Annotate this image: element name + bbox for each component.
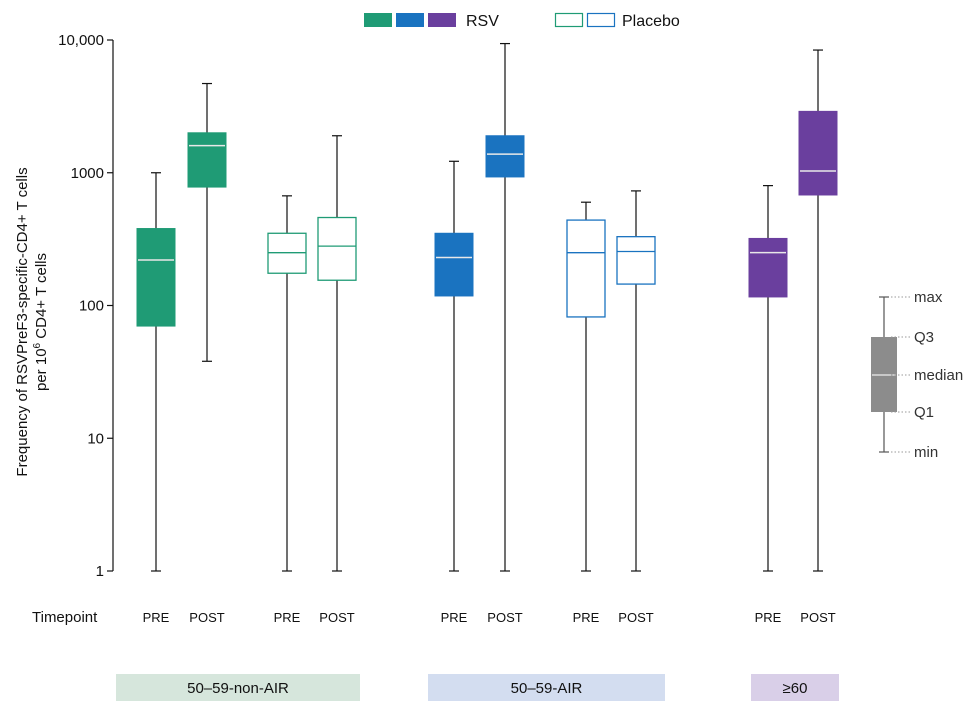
key-label-min: min — [914, 444, 938, 461]
box-series — [136, 42, 838, 572]
group-bands: 50–59-non-AIR 50–59-AIR ≥60 — [116, 674, 839, 701]
y-tick-label: 10,000 — [58, 32, 104, 49]
box-iqr — [136, 228, 176, 327]
timepoint-label: POST — [800, 610, 835, 625]
legend-rsv-swatch-purple — [428, 13, 456, 27]
timepoint-label: PRE — [573, 610, 600, 625]
group-band — [116, 674, 360, 701]
legend: RSV Placebo — [364, 12, 680, 30]
group-label: ≥60 — [783, 680, 808, 697]
box-6 — [566, 201, 606, 572]
legend-rsv-swatch-green — [364, 13, 392, 27]
key-label-max: max — [914, 289, 943, 306]
legend-placebo-swatch-green — [554, 12, 584, 28]
box-iqr — [798, 110, 838, 196]
box-iqr — [616, 236, 656, 285]
box-key: max Q3 median Q1 min — [871, 289, 963, 461]
timepoint-label: POST — [618, 610, 653, 625]
y-axis-title-line1: Frequency of RSVPreF3-specific-CD4+ T ce… — [14, 167, 31, 476]
box-5 — [485, 42, 525, 572]
box-0 — [136, 172, 176, 572]
key-label-q1: Q1 — [914, 404, 934, 421]
timepoint-label: PRE — [274, 610, 301, 625]
box-4 — [434, 160, 474, 572]
legend-placebo-swatch-blue — [586, 12, 616, 28]
y-tick-label: 1000 — [71, 165, 104, 182]
y-axis-title-line2: per 106 CD4+ T cells — [32, 253, 50, 391]
y-axis: 1 10 100 1000 10,000 — [58, 32, 114, 580]
box-iqr — [434, 232, 474, 297]
key-label-q3: Q3 — [914, 329, 934, 346]
key-label-median: median — [914, 367, 963, 384]
box-iqr — [485, 135, 525, 178]
timepoint-label: PRE — [441, 610, 468, 625]
legend-rsv-swatch-blue — [396, 13, 424, 27]
timepoint-label: POST — [189, 610, 224, 625]
y-tick-label: 100 — [79, 298, 104, 315]
y-axis-title: Frequency of RSVPreF3-specific-CD4+ T ce… — [14, 167, 50, 476]
legend-rsv-label: RSV — [466, 13, 499, 30]
legend-placebo-label: Placebo — [622, 13, 680, 30]
box-1 — [187, 82, 227, 362]
group-label: 50–59-AIR — [511, 680, 583, 697]
timepoint-label: PRE — [143, 610, 170, 625]
timepoint-title: Timepoint — [32, 609, 98, 626]
timepoint-labels: PRE POST PRE POST PRE POST PRE POST PRE POST — [143, 610, 836, 625]
box-2 — [267, 195, 307, 572]
timepoint-label: PRE — [755, 610, 782, 625]
box-7 — [616, 190, 656, 572]
box-iqr — [748, 237, 788, 298]
box-8 — [748, 185, 788, 572]
timepoint-label: POST — [487, 610, 522, 625]
group-band — [428, 674, 665, 701]
timepoint-label: POST — [319, 610, 354, 625]
y-tick-label: 10 — [87, 430, 104, 447]
group-label: 50–59-non-AIR — [187, 680, 289, 697]
box-iqr — [317, 216, 357, 281]
box-iqr — [187, 132, 227, 188]
box-iqr — [566, 219, 606, 318]
y-tick-label: 1 — [96, 563, 104, 580]
group-band — [751, 674, 839, 701]
box-3 — [317, 135, 357, 572]
box-9 — [798, 49, 838, 572]
